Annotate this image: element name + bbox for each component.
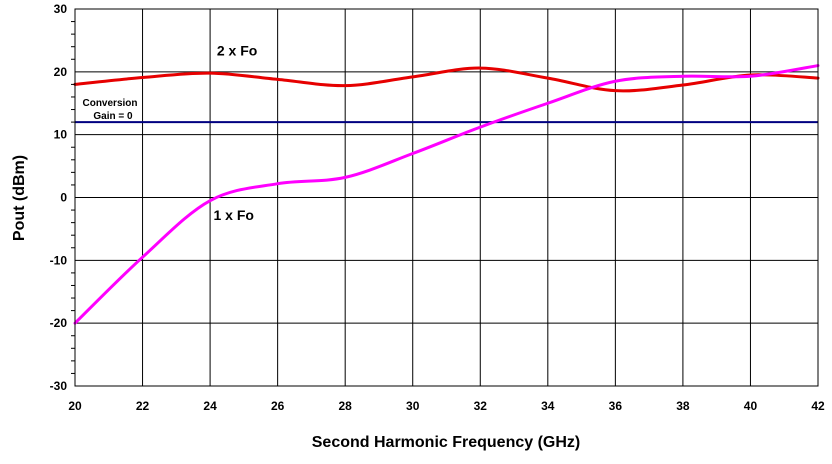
y-axis-title: Pout (dBm): [11, 155, 28, 241]
x-tick-label: 32: [474, 399, 488, 413]
y-tick-label: 0: [60, 191, 67, 205]
x-tick-label: 26: [271, 399, 285, 413]
y-tick-label: 20: [54, 65, 68, 79]
y-tick-label: 10: [54, 128, 68, 142]
series-label-2x-fo: 2 x Fo: [217, 42, 257, 58]
series-label-1x-fo: 1 x Fo: [213, 207, 253, 223]
series-line-2x-fo: [73, 66, 820, 93]
x-tick-label: 28: [339, 399, 353, 413]
x-tick-label: 38: [676, 399, 690, 413]
x-tick-label: 36: [609, 399, 623, 413]
axis-layer: 20 22 24 26 28 30 32 34 36 38 40 42 -30 -20 -10 0 10 20 30: [50, 2, 825, 413]
series-line-1x-fo: [73, 64, 820, 325]
y-tick-label: -10: [50, 253, 68, 267]
x-tick-label: 24: [203, 399, 217, 413]
grid-layer: [74, 8, 819, 387]
y-tick-label: 30: [54, 2, 68, 16]
reference-line-label-line-2: Gain = 0: [93, 111, 133, 122]
series-layer: [73, 64, 820, 325]
x-tick-label: 22: [136, 399, 150, 413]
x-axis-title: Second Harmonic Frequency (GHz): [312, 434, 581, 451]
x-tick-label: 30: [406, 399, 420, 413]
reference-line-label-line-1: Conversion: [82, 98, 137, 109]
x-tick-label: 40: [744, 399, 758, 413]
x-tick-label: 20: [68, 399, 82, 413]
y-tick-label: -20: [50, 316, 68, 330]
y-tick-label: -30: [50, 379, 68, 393]
x-tick-label: 34: [541, 399, 555, 413]
x-tick-label: 42: [811, 399, 825, 413]
plot-frame: [74, 8, 819, 387]
